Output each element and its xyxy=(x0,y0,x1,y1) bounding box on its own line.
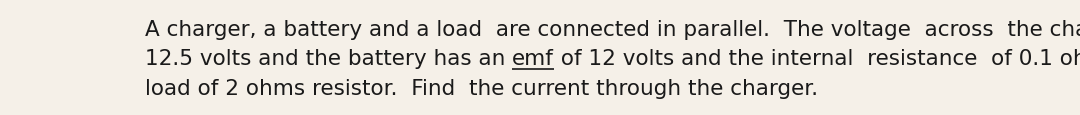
Text: of 12 volts and the internal  resistance  of 0.1 ohm. The: of 12 volts and the internal resistance … xyxy=(554,48,1080,68)
Text: 12.5 volts and the battery has an: 12.5 volts and the battery has an xyxy=(145,48,512,68)
Text: A charger, a battery and a load  are connected in parallel.  The voltage  across: A charger, a battery and a load are conn… xyxy=(145,20,1080,40)
Text: load of 2 ohms resistor.  Find  the current through the charger.: load of 2 ohms resistor. Find the curren… xyxy=(145,78,819,98)
Text: emf: emf xyxy=(512,48,554,68)
